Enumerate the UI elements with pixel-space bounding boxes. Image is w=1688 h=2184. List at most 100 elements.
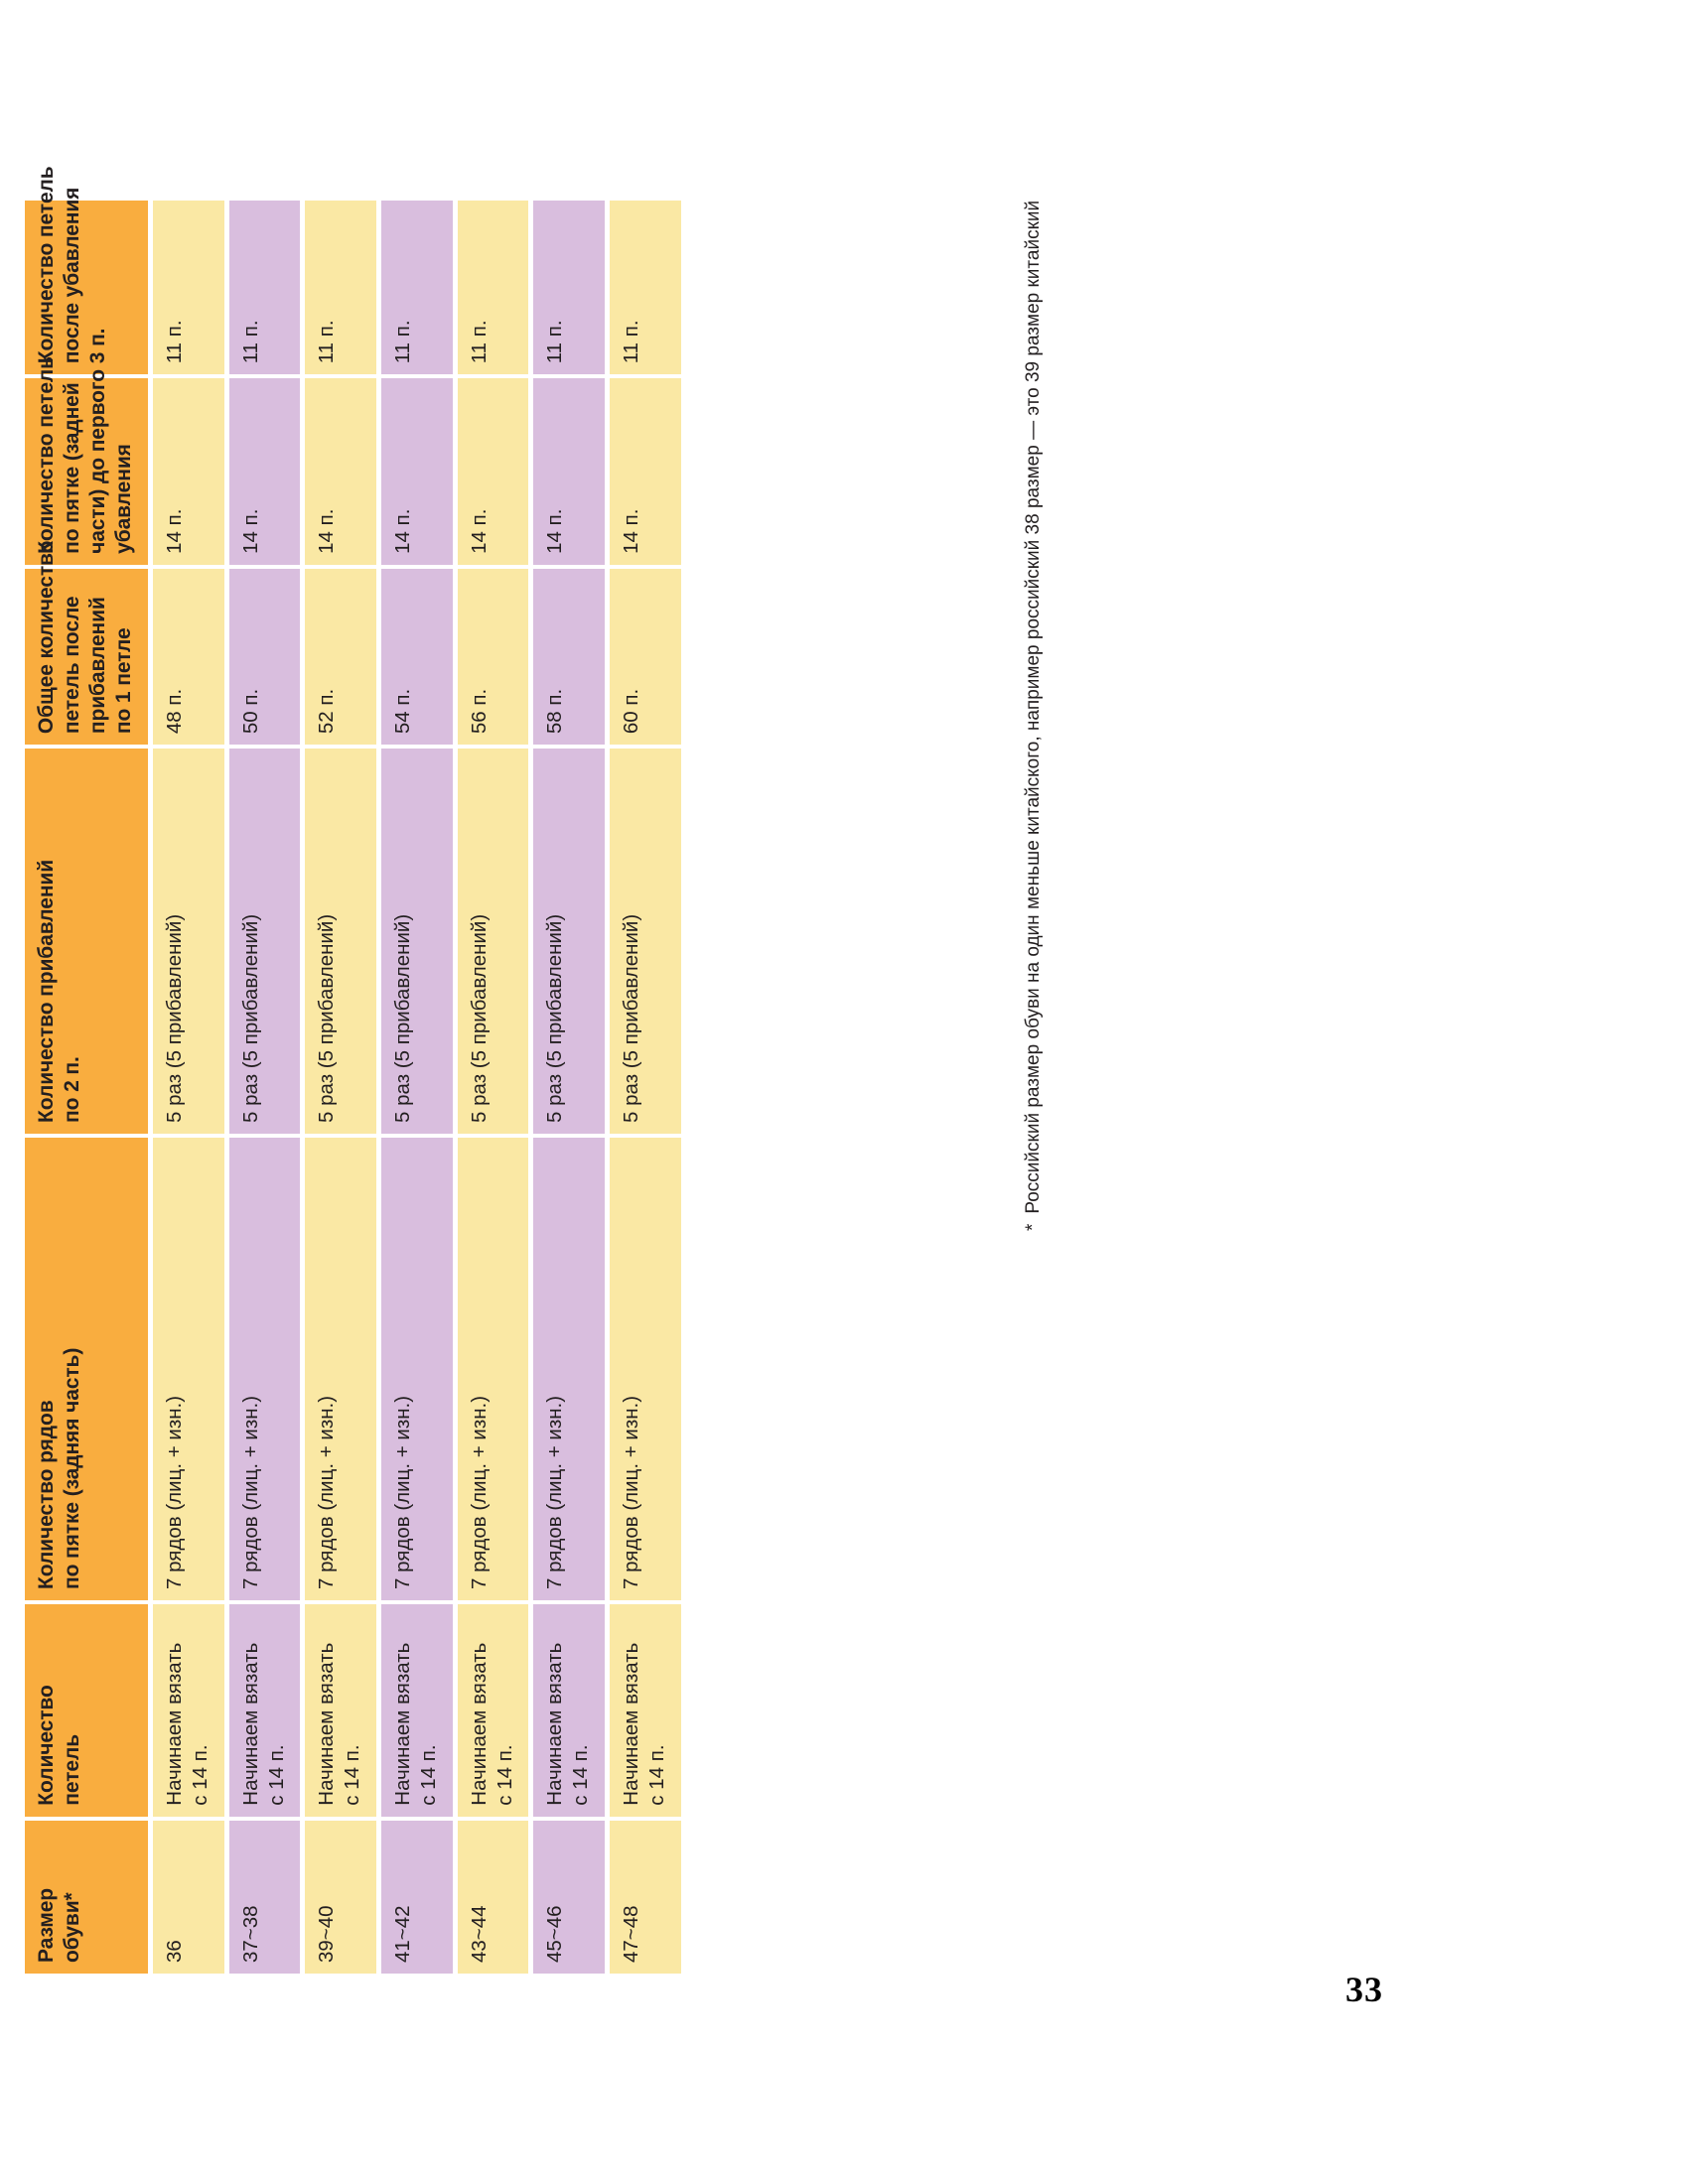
cell-line: 5 раз (5 прибавлений) — [315, 913, 339, 1123]
cell-size: 37~38 — [228, 1820, 301, 1974]
cell-total_after_increases: 50 п. — [228, 568, 301, 746]
cell-after_decrease: 11 п. — [533, 201, 606, 375]
rotated-table-stage: Размер обуви* Количество петель Количество р… — [20, 166, 854, 1978]
cell-heel_before_decrease: 14 п. — [610, 378, 681, 565]
cell-line: 11 п. — [543, 320, 567, 364]
cell-size: 43~44 — [457, 1820, 529, 1974]
table-row: 45~46 Начинаем вязать с 14 п. 7 рядов (лиц.… — [533, 201, 606, 1974]
cell-line: 5 раз (5 прибавлений) — [620, 913, 643, 1123]
cell-line: 41~42 — [391, 1905, 415, 1963]
cell-line: 58 п. — [543, 688, 567, 735]
column-header-heel_before_decrease: Количество петель по пятке (задней части) … — [25, 356, 149, 565]
cell-line: 52 п. — [315, 688, 339, 735]
cell-loops: Начинаем вязать с 14 п. — [153, 1603, 224, 1817]
cell-after_decrease: 11 п. — [305, 201, 377, 375]
cell-rows_heel: 7 рядов (лиц. + изн.) — [305, 1137, 377, 1600]
cell-line: 14 п. — [315, 508, 339, 554]
cell-line: Начинаем вязать — [238, 1642, 262, 1806]
sock-knitting-size-table: Размер обуви* Количество петель Количество р… — [20, 166, 686, 1978]
cell-line: 5 раз (5 прибавлений) — [543, 913, 567, 1123]
cell-after_decrease: 11 п. — [610, 201, 681, 375]
cell-line: 7 рядов (лиц. + изн.) — [391, 1395, 415, 1589]
cell-increases: 5 раз (5 прибавлений) — [305, 749, 377, 1134]
cell-line: с 14 п. — [341, 1744, 364, 1806]
cell-size: 41~42 — [381, 1820, 453, 1974]
cell-line: с 14 п. — [264, 1744, 288, 1806]
header-line: по 1 петле — [112, 627, 136, 735]
cell-total_after_increases: 54 п. — [381, 568, 453, 746]
column-header-rows_heel: Количество рядов по пятке (задняя часть) — [25, 1137, 149, 1600]
cell-line: 14 п. — [163, 508, 187, 554]
cell-line: 14 п. — [467, 508, 491, 554]
header-line: Размер — [35, 1887, 58, 1963]
cell-line: Начинаем вязать — [163, 1642, 187, 1806]
cell-line: 11 п. — [391, 320, 415, 364]
cell-increases: 5 раз (5 прибавлений) — [153, 749, 224, 1134]
cell-line: Начинаем вязать — [543, 1642, 567, 1806]
cell-after_decrease: 11 п. — [153, 201, 224, 375]
cell-loops: Начинаем вязать с 14 п. — [228, 1603, 301, 1817]
cell-line: 37~38 — [238, 1905, 262, 1963]
cell-rows_heel: 7 рядов (лиц. + изн.) — [610, 1137, 681, 1600]
cell-total_after_increases: 48 п. — [153, 568, 224, 746]
cell-line: 39~40 — [315, 1905, 339, 1963]
cell-line: 5 раз (5 прибавлений) — [238, 913, 262, 1123]
cell-increases: 5 раз (5 прибавлений) — [533, 749, 606, 1134]
cell-line: 7 рядов (лиц. + изн.) — [620, 1395, 643, 1589]
cell-line: 7 рядов (лиц. + изн.) — [163, 1395, 187, 1589]
header-line: Количество петель — [35, 356, 58, 554]
cell-line: 7 рядов (лиц. + изн.) — [543, 1395, 567, 1589]
cell-line: Начинаем вязать — [315, 1642, 339, 1806]
cell-line: 14 п. — [238, 508, 262, 554]
column-header-total_after_increases: Общее количество петель после прибавлений п… — [25, 540, 149, 746]
header-line: после убавления — [61, 187, 84, 364]
cell-increases: 5 раз (5 прибавлений) — [457, 749, 529, 1134]
cell-heel_before_decrease: 14 п. — [153, 378, 224, 565]
header-line: Общее количество — [35, 540, 58, 735]
column-header-increases: Количество прибавлений по 2 п. — [25, 749, 149, 1134]
cell-after_decrease: 11 п. — [457, 201, 529, 375]
cell-line: 11 п. — [467, 320, 491, 364]
header-line: по 2 п. — [61, 1056, 84, 1123]
cell-line: 11 п. — [315, 320, 339, 364]
cell-heel_before_decrease: 14 п. — [305, 378, 377, 565]
header-line: Количество — [35, 1685, 58, 1806]
cell-line: 7 рядов (лиц. + изн.) — [238, 1395, 262, 1589]
header-line: по пятке (задней — [61, 382, 84, 554]
header-line: петель — [61, 1734, 84, 1806]
cell-line: 47~48 — [620, 1905, 643, 1963]
footnote: * Российский размер обуви на один меньше … — [1023, 109, 1045, 1231]
cell-increases: 5 раз (5 прибавлений) — [610, 749, 681, 1134]
cell-line: 56 п. — [467, 688, 491, 735]
table-row: 47~48 Начинаем вязать с 14 п. 7 рядов (лиц.… — [610, 201, 681, 1974]
cell-rows_heel: 7 рядов (лиц. + изн.) — [533, 1137, 606, 1600]
table-row: 37~38 Начинаем вязать с 14 п. 7 рядов (лиц.… — [228, 201, 301, 1974]
cell-rows_heel: 7 рядов (лиц. + изн.) — [457, 1137, 529, 1600]
cell-after_decrease: 11 п. — [381, 201, 453, 375]
cell-line: 45~46 — [543, 1905, 567, 1963]
cell-line: 14 п. — [620, 508, 643, 554]
cell-total_after_increases: 58 п. — [533, 568, 606, 746]
cell-line: 14 п. — [391, 508, 415, 554]
header-line: обуви* — [61, 1892, 84, 1963]
cell-heel_before_decrease: 14 п. — [457, 378, 529, 565]
cell-loops: Начинаем вязать с 14 п. — [533, 1603, 606, 1817]
footnote-marker: * — [1023, 1223, 1044, 1231]
cell-total_after_increases: 60 п. — [610, 568, 681, 746]
cell-heel_before_decrease: 14 п. — [228, 378, 301, 565]
cell-size: 36 — [153, 1820, 224, 1974]
cell-line: 5 раз (5 прибавлений) — [163, 913, 187, 1123]
cell-line: с 14 п. — [188, 1744, 211, 1806]
cell-size: 45~46 — [533, 1820, 606, 1974]
cell-line: с 14 п. — [416, 1744, 440, 1806]
header-line: части) до первого — [86, 369, 110, 554]
cell-loops: Начинаем вязать с 14 п. — [457, 1603, 529, 1817]
cell-increases: 5 раз (5 прибавлений) — [381, 749, 453, 1134]
footnote-text: Российский размер обуви на один меньше к… — [1023, 200, 1044, 1214]
table-row: 43~44 Начинаем вязать с 14 п. 7 рядов (лиц.… — [457, 201, 529, 1974]
cell-rows_heel: 7 рядов (лиц. + изн.) — [153, 1137, 224, 1600]
header-line: Количество прибавлений — [35, 859, 58, 1123]
cell-line: 11 п. — [163, 320, 187, 364]
cell-after_decrease: 11 п. — [228, 201, 301, 375]
cell-line: 7 рядов (лиц. + изн.) — [467, 1395, 491, 1589]
